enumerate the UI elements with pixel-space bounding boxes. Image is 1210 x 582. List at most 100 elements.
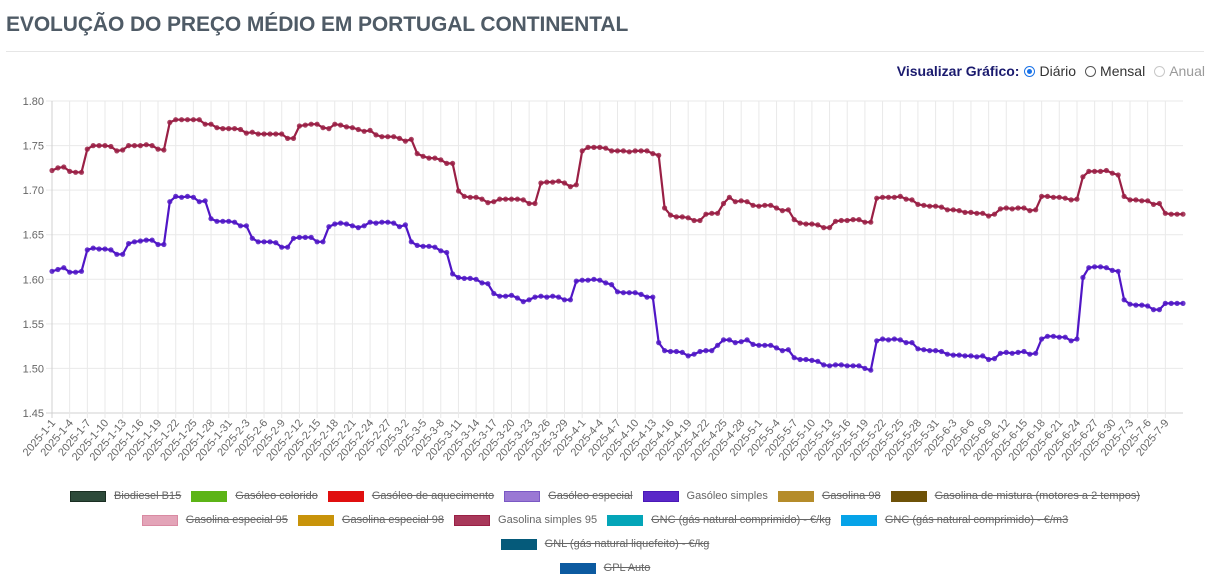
data-point[interactable] bbox=[290, 135, 297, 141]
data-point[interactable] bbox=[862, 365, 868, 371]
data-point[interactable] bbox=[726, 337, 733, 343]
data-point[interactable] bbox=[161, 147, 167, 153]
data-point[interactable] bbox=[697, 348, 703, 355]
legend-item[interactable]: GNC (gás natural comprimido) - €/kg bbox=[607, 510, 831, 531]
data-point[interactable] bbox=[1056, 334, 1062, 340]
data-point[interactable] bbox=[1115, 172, 1121, 178]
data-point[interactable] bbox=[944, 207, 951, 213]
data-point[interactable] bbox=[432, 244, 438, 250]
data-point[interactable] bbox=[220, 218, 226, 224]
data-point[interactable] bbox=[573, 278, 579, 284]
data-point[interactable] bbox=[638, 148, 644, 154]
data-point[interactable] bbox=[243, 130, 249, 136]
data-point[interactable] bbox=[508, 292, 515, 298]
data-point[interactable] bbox=[850, 217, 856, 223]
data-point[interactable] bbox=[444, 249, 450, 256]
data-point[interactable] bbox=[1127, 301, 1133, 307]
data-point[interactable] bbox=[279, 131, 285, 137]
data-point[interactable] bbox=[61, 265, 67, 271]
data-point[interactable] bbox=[1068, 197, 1074, 203]
data-point[interactable] bbox=[938, 348, 945, 355]
data-point[interactable] bbox=[1174, 300, 1180, 306]
data-point[interactable] bbox=[461, 193, 467, 199]
data-point[interactable] bbox=[296, 234, 302, 240]
data-point[interactable] bbox=[131, 143, 138, 149]
data-point[interactable] bbox=[49, 268, 55, 274]
data-point[interactable] bbox=[249, 235, 255, 241]
data-point[interactable] bbox=[662, 348, 668, 354]
data-point[interactable] bbox=[261, 239, 267, 245]
data-point[interactable] bbox=[308, 121, 314, 127]
data-point[interactable] bbox=[762, 342, 768, 348]
data-point[interactable] bbox=[326, 224, 332, 230]
data-point[interactable] bbox=[467, 194, 473, 200]
data-point[interactable] bbox=[815, 222, 821, 228]
data-point[interactable] bbox=[414, 151, 420, 157]
data-point[interactable] bbox=[921, 202, 927, 208]
data-point[interactable] bbox=[1168, 300, 1174, 306]
data-point[interactable] bbox=[868, 367, 874, 373]
data-point[interactable] bbox=[573, 182, 579, 188]
data-point[interactable] bbox=[261, 131, 267, 137]
data-point[interactable] bbox=[579, 277, 585, 283]
data-point[interactable] bbox=[897, 193, 903, 199]
data-point[interactable] bbox=[367, 127, 373, 133]
data-point[interactable] bbox=[373, 220, 379, 226]
data-point[interactable] bbox=[638, 291, 644, 297]
data-point[interactable] bbox=[956, 352, 962, 358]
data-point[interactable] bbox=[1033, 350, 1039, 356]
data-point[interactable] bbox=[273, 131, 279, 137]
data-point[interactable] bbox=[426, 155, 432, 161]
data-point[interactable] bbox=[1015, 349, 1021, 355]
legend-item[interactable]: Biodiesel B15 bbox=[69, 486, 181, 507]
data-point[interactable] bbox=[544, 294, 550, 300]
data-point[interactable] bbox=[179, 117, 185, 123]
data-point[interactable] bbox=[290, 235, 297, 241]
data-point[interactable] bbox=[137, 238, 143, 244]
data-point[interactable] bbox=[862, 219, 868, 225]
legend-item[interactable]: Gasóleo colorido bbox=[191, 486, 318, 507]
data-point[interactable] bbox=[962, 209, 968, 215]
data-point[interactable] bbox=[750, 202, 756, 208]
data-point[interactable] bbox=[503, 293, 509, 299]
data-point[interactable] bbox=[1109, 267, 1115, 273]
data-point[interactable] bbox=[756, 203, 762, 209]
data-point[interactable] bbox=[184, 117, 191, 123]
data-point[interactable] bbox=[1027, 208, 1033, 214]
data-point[interactable] bbox=[538, 180, 544, 186]
data-point[interactable] bbox=[302, 122, 308, 128]
data-point[interactable] bbox=[1062, 195, 1068, 201]
data-point[interactable] bbox=[968, 353, 974, 359]
data-point[interactable] bbox=[885, 337, 892, 343]
data-point[interactable] bbox=[497, 293, 503, 299]
data-point[interactable] bbox=[667, 212, 674, 218]
data-point[interactable] bbox=[1150, 307, 1157, 313]
data-point[interactable] bbox=[226, 218, 232, 224]
data-point[interactable] bbox=[526, 200, 532, 207]
data-point[interactable] bbox=[444, 160, 450, 166]
data-point[interactable] bbox=[838, 217, 844, 224]
data-point[interactable] bbox=[96, 246, 102, 252]
data-point[interactable] bbox=[343, 124, 350, 130]
data-point[interactable] bbox=[603, 280, 609, 286]
data-point[interactable] bbox=[832, 362, 839, 368]
data-point[interactable] bbox=[720, 200, 727, 207]
data-point[interactable] bbox=[1080, 174, 1086, 180]
data-point[interactable] bbox=[1062, 334, 1068, 340]
data-point[interactable] bbox=[856, 363, 862, 369]
data-point[interactable] bbox=[1109, 170, 1115, 176]
data-point[interactable] bbox=[803, 356, 809, 363]
data-point[interactable] bbox=[1133, 302, 1139, 308]
data-point[interactable] bbox=[821, 225, 827, 231]
data-point[interactable] bbox=[84, 146, 90, 152]
data-point[interactable] bbox=[827, 363, 833, 369]
data-point[interactable] bbox=[473, 194, 479, 200]
data-point[interactable] bbox=[438, 157, 444, 163]
data-point[interactable] bbox=[73, 169, 79, 175]
data-point[interactable] bbox=[1139, 302, 1145, 308]
data-point[interactable] bbox=[120, 147, 126, 153]
data-point[interactable] bbox=[656, 340, 662, 346]
data-point[interactable] bbox=[950, 352, 956, 358]
data-point[interactable] bbox=[1039, 336, 1045, 342]
data-point[interactable] bbox=[738, 198, 744, 204]
